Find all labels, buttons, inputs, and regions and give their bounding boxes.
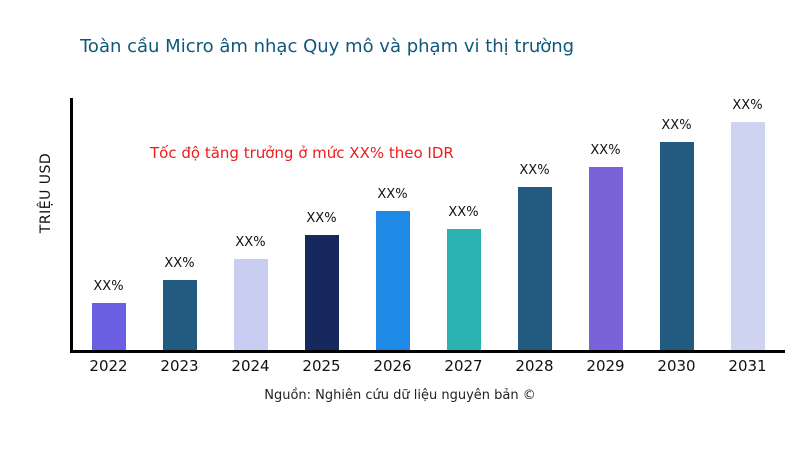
x-tick-2030: 2030 — [657, 357, 696, 375]
bar-value-label-2023: XX% — [164, 256, 195, 271]
bar-2031 — [730, 122, 765, 350]
source-attribution: Nguồn: Nghiên cứu dữ liệu nguyên bản © — [264, 388, 536, 403]
bar-value-label-2030: XX% — [661, 118, 692, 133]
x-tick-2025: 2025 — [302, 357, 341, 375]
bar-group-2022: XX% — [73, 98, 144, 350]
bar-2027 — [446, 229, 481, 350]
bar-group-2024: XX% — [215, 98, 286, 350]
bar-2030 — [659, 142, 694, 350]
bar-value-label-2024: XX% — [235, 235, 266, 250]
x-tick-2024: 2024 — [231, 357, 270, 375]
bar-group-2023: XX% — [144, 98, 215, 350]
x-tick-2031: 2031 — [728, 357, 767, 375]
bar-group-2026: XX% — [357, 98, 428, 350]
bar-2022 — [91, 303, 126, 350]
x-axis-labels: 2022 2023 2024 2025 2026 2027 2028 2029 2030 2031 — [73, 357, 785, 375]
x-tick-2028: 2028 — [515, 357, 554, 375]
x-tick-2022: 2022 — [89, 357, 128, 375]
bar-value-label-2022: XX% — [93, 279, 124, 294]
chart-title: Toàn cầu Micro âm nhạc Quy mô và phạm vi… — [80, 36, 575, 57]
bar-value-label-2026: XX% — [377, 187, 408, 202]
x-tick-2023: 2023 — [160, 357, 199, 375]
bar-value-label-2027: XX% — [448, 205, 479, 220]
bar-2029 — [588, 167, 623, 350]
x-tick-2026: 2026 — [373, 357, 412, 375]
bar-2023 — [162, 280, 197, 350]
bar-group-2028: XX% — [499, 98, 570, 350]
bar-value-label-2031: XX% — [732, 98, 763, 113]
bar-2024 — [233, 259, 268, 350]
y-axis-label: TRIỆU USD — [38, 152, 54, 234]
bar-value-label-2025: XX% — [306, 211, 337, 226]
x-tick-2027: 2027 — [444, 357, 483, 375]
bar-value-label-2029: XX% — [590, 143, 621, 158]
growth-rate-annotation: Tốc độ tăng trưởng ở mức XX% theo IDR — [150, 144, 454, 162]
bar-group-2030: XX% — [641, 98, 712, 350]
bar-group-2027: XX% — [428, 98, 499, 350]
bar-group-2025: XX% — [286, 98, 357, 350]
plot-area: XX% XX% XX% XX% XX% XX% XX% XX% XX% XX% — [70, 98, 785, 353]
x-tick-2029: 2029 — [586, 357, 625, 375]
bar-value-label-2028: XX% — [519, 163, 550, 178]
bar-group-2031: XX% — [712, 98, 783, 350]
bar-2028 — [517, 187, 552, 350]
bar-2025 — [304, 235, 339, 350]
bar-group-2029: XX% — [570, 98, 641, 350]
bar-2026 — [375, 211, 410, 350]
